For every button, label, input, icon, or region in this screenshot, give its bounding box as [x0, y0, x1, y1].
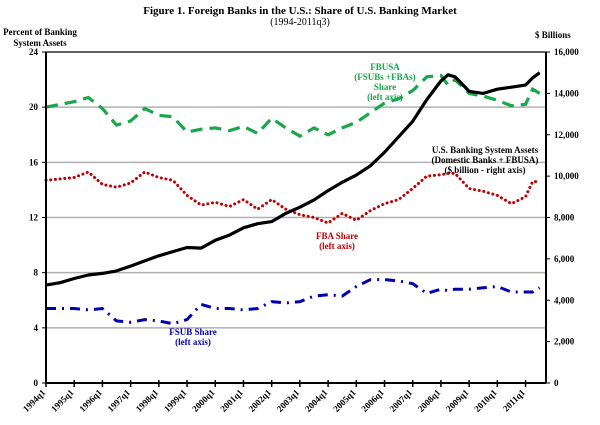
right-tick-label: 4,000 — [554, 295, 575, 305]
x-tick-label: 2006q1 — [359, 387, 386, 414]
x-tick-label: 2004q1 — [303, 387, 330, 414]
right-tick-label: 6,000 — [554, 254, 575, 264]
chart-subtitle: (1994-2011q3) — [270, 17, 330, 28]
x-tick-label: 1994q1 — [21, 387, 48, 414]
annotation-fsub: FSUB Share (left axis) — [169, 327, 217, 347]
annotation-fbusa: FBUSA (FSUBs +FBAs) Share (left axis) — [354, 62, 415, 102]
x-tick-label: 1996q1 — [77, 387, 104, 414]
annotation-fba: FBA Share (left axis) — [316, 231, 358, 251]
x-tick-label: 2007q1 — [388, 387, 415, 414]
annotation-fbusa-line: (FSUBs +FBAs) — [354, 72, 415, 82]
annotation-us-assets-line: ($ billion - right axis) — [444, 165, 525, 175]
right-tick-label: 10,000 — [554, 171, 579, 181]
annotation-fbusa-line: Share — [374, 82, 396, 92]
annotation-fsub-line: FSUB Share — [169, 327, 217, 337]
left-axis-label: Percent of Banking System Assets — [3, 27, 77, 48]
right-tick-label: 2,000 — [554, 337, 575, 347]
right-tick-label: 0 — [554, 378, 559, 388]
left-tick-label: 16 — [29, 157, 39, 167]
annotation-us-assets-line: U.S. Banking System Assets — [432, 145, 539, 155]
series-lines — [44, 71, 542, 326]
left-tick-label: 24 — [29, 47, 39, 57]
x-tick-label: 2003q1 — [275, 387, 302, 414]
annotation-fba-line: FBA Share — [316, 231, 358, 241]
annotation-fsub-line: (left axis) — [175, 337, 211, 347]
annotations: FBUSA (FSUBs +FBAs) Share (left axis)U.S. B… — [169, 62, 538, 347]
x-tick-label: 1995q1 — [49, 387, 76, 414]
right-tick-label: 14,000 — [554, 88, 579, 98]
x-tick-label: 2001q1 — [218, 387, 245, 414]
x-tick-label: 2008q1 — [416, 387, 443, 414]
left-tick-label: 12 — [29, 213, 39, 223]
series-fsub-share — [46, 278, 541, 326]
axes: 0 4 8 12 16 20 24 0 2,000 4,000 6,000 8,000 10,000 12… — [21, 47, 579, 414]
left-tick-label: 0 — [34, 378, 39, 388]
x-tick-label: 2009q1 — [444, 387, 471, 414]
x-tick-label: 2005q1 — [331, 387, 358, 414]
left-tick-label: 4 — [34, 323, 39, 333]
annotation-fbusa-line: (left axis) — [367, 92, 403, 102]
chart-title: Figure 1. Foreign Banks in the U.S.: Sha… — [143, 5, 457, 17]
x-tick-label: 2010q1 — [472, 387, 499, 414]
annotation-fba-line: (left axis) — [319, 241, 355, 251]
left-tick-label: 8 — [34, 268, 39, 278]
x-tick-label: 1999q1 — [162, 387, 189, 414]
annotation-us-assets-line: (Domestic Banks + FBUSA) — [432, 155, 539, 165]
x-tick-label: 1997q1 — [106, 387, 133, 414]
x-tick-label: 2002q1 — [247, 387, 274, 414]
series-fbusa-share — [45, 73, 541, 138]
left-tick-label: 20 — [29, 102, 39, 112]
annotation-us-assets: U.S. Banking System Assets (Domestic Bank… — [432, 145, 539, 175]
series-fba-share — [44, 170, 542, 225]
x-tick-label: 1998q1 — [134, 387, 161, 414]
annotation-fbusa-line: FBUSA — [370, 62, 400, 72]
x-tick-label: 2000q1 — [190, 387, 217, 414]
right-tick-label: 12,000 — [554, 130, 579, 140]
right-tick-label: 16,000 — [554, 47, 579, 57]
right-axis-label: $ Billions — [535, 30, 571, 40]
gridlines — [46, 51, 546, 329]
x-tick-label: 2011q1 — [501, 387, 528, 414]
series-us-banking-assets — [45, 71, 541, 287]
right-tick-label: 8,000 — [554, 213, 575, 223]
